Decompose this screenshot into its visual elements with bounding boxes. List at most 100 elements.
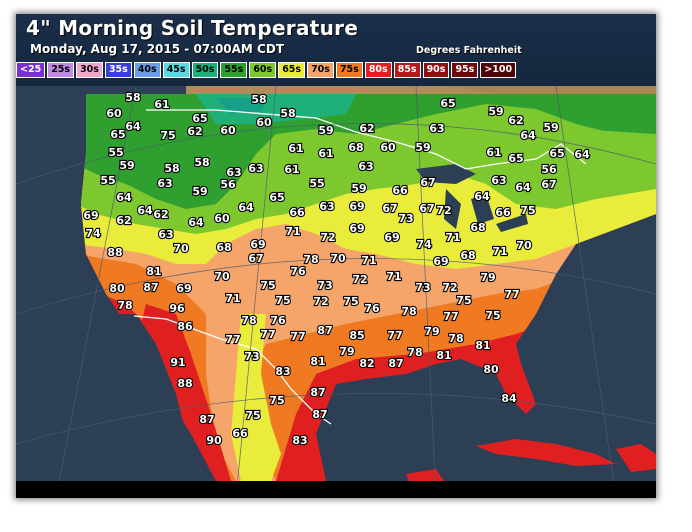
legend-swatch: 90s xyxy=(422,62,450,78)
station-temperature-value: 74 xyxy=(416,238,432,251)
map-header: 4" Morning Soil Temperature Monday, Aug … xyxy=(16,14,656,86)
border-lines xyxy=(133,109,587,425)
station-temperature-value: 59 xyxy=(351,182,366,195)
station-temperature-value: 78 xyxy=(448,332,463,345)
station-temperature-value: 69 xyxy=(384,231,399,244)
station-temperature-value: 67 xyxy=(382,202,397,215)
legend-swatch: 75s xyxy=(335,62,363,78)
station-temperature-value: 55 xyxy=(100,174,115,187)
station-temperature-value: 68 xyxy=(470,221,485,234)
station-temperature-value: 87 xyxy=(388,357,403,370)
station-temperature-value: 62 xyxy=(116,214,131,227)
station-temperature-value: 60 xyxy=(380,141,396,154)
station-temperature-value: 64 xyxy=(116,191,132,204)
station-temperature-value: 75 xyxy=(260,279,275,292)
footer-bar xyxy=(16,481,656,498)
station-temperature-value: 77 xyxy=(443,310,458,323)
station-temperature-value: 62 xyxy=(187,125,202,138)
station-temperature-value: 88 xyxy=(177,377,192,390)
legend-swatch: 95s xyxy=(451,62,479,78)
station-temperature-value: 70 xyxy=(214,270,230,283)
station-temperature-value: 77 xyxy=(504,288,519,301)
legend-swatch: 80s xyxy=(364,62,392,78)
station-temperature-value: 87 xyxy=(143,281,158,294)
station-temperature-value: 60 xyxy=(256,116,272,129)
station-temperature-value: 58 xyxy=(251,93,266,106)
station-temperature-value: 59 xyxy=(192,185,207,198)
station-temperature-value: 61 xyxy=(154,98,169,111)
station-temperature-value: 61 xyxy=(486,146,501,159)
station-temperature-value: 78 xyxy=(401,305,416,318)
station-temperature-value: 77 xyxy=(387,329,402,342)
station-temperature-value: 79 xyxy=(339,345,354,358)
legend-swatch: <25 xyxy=(16,62,46,78)
station-temperature-value: 64 xyxy=(238,201,254,214)
legend-swatch: 25s xyxy=(47,62,75,78)
station-temperature-value: 65 xyxy=(508,152,523,165)
station-temperature-value: 68 xyxy=(460,249,475,262)
legend-swatch: 55s xyxy=(220,62,248,78)
station-temperature-value: 62 xyxy=(508,114,523,127)
station-temperature-value: 75 xyxy=(456,294,471,307)
legend-swatch: 60s xyxy=(249,62,277,78)
station-temperature-value: 75 xyxy=(520,204,535,217)
legend-swatch: 40s xyxy=(133,62,161,78)
station-temperature-value: 69 xyxy=(349,222,364,235)
station-temperature-value: 77 xyxy=(290,330,305,343)
station-temperature-value: 67 xyxy=(419,202,434,215)
station-temperature-value: 90 xyxy=(206,434,222,447)
station-temperature-value: 59 xyxy=(488,105,503,118)
map-title: 4" Morning Soil Temperature xyxy=(26,16,359,40)
station-temperature-value: 77 xyxy=(225,333,240,346)
station-temperature-value: 84 xyxy=(501,392,517,405)
station-temperature-value: 60 xyxy=(214,212,230,225)
graticule-lines xyxy=(16,85,656,498)
legend-swatch: 70s xyxy=(307,62,334,78)
station-temperature-value: 65 xyxy=(549,147,564,160)
station-temperature-value: 58 xyxy=(280,107,295,120)
station-temperature-value: 65 xyxy=(192,112,207,125)
station-temperature-value: 59 xyxy=(119,159,134,172)
station-temperature-value: 75 xyxy=(269,394,284,407)
station-temperature-value: 55 xyxy=(309,177,324,190)
legend-swatch: 45s xyxy=(162,62,190,78)
station-temperature-value: 67 xyxy=(248,252,263,265)
legend-swatch: 65s xyxy=(278,62,306,78)
station-temperature-value: 55 xyxy=(108,146,123,159)
station-temperature-value: 66 xyxy=(289,206,305,219)
station-temperature-value: 72 xyxy=(313,295,328,308)
station-temperature-value: 69 xyxy=(250,238,265,251)
station-temperature-value: 67 xyxy=(541,178,556,191)
station-temperature-value: 70 xyxy=(330,252,346,265)
station-temperature-value: 69 xyxy=(433,255,448,268)
station-temperature-value: 72 xyxy=(320,231,335,244)
station-temperature-value: 71 xyxy=(445,231,460,244)
station-temperature-value: 65 xyxy=(269,191,284,204)
legend-swatch: 50s xyxy=(191,62,219,78)
station-temperature-value: 71 xyxy=(492,245,507,258)
station-temperature-value: 62 xyxy=(359,122,374,135)
station-temperature-value: 64 xyxy=(515,181,531,194)
station-temperature-value: 64 xyxy=(125,120,141,133)
station-temperature-value: 63 xyxy=(226,166,241,179)
station-temperature-value: 62 xyxy=(153,208,168,221)
station-temperature-value: 58 xyxy=(125,91,140,104)
station-temperature-value: 58 xyxy=(164,162,179,175)
station-temperature-value: 81 xyxy=(436,349,451,362)
station-temperature-value: 69 xyxy=(176,282,191,295)
color-legend: <25 25s 30s 35s 40s 45s 50s 55s 60s 65s 70s 75s 80s 8… xyxy=(16,62,517,78)
station-temperature-value: 60 xyxy=(106,107,122,120)
station-temperature-value: 59 xyxy=(318,124,333,137)
station-temperature-value: 75 xyxy=(245,409,260,422)
station-temperature-value: 63 xyxy=(491,174,506,187)
station-temperature-value: 78 xyxy=(117,299,132,312)
station-temperature-value: 70 xyxy=(516,239,532,252)
station-temperature-value: 72 xyxy=(442,281,457,294)
station-temperature-value: 69 xyxy=(83,209,98,222)
station-temperature-value: 73 xyxy=(398,212,413,225)
station-temperature-value: 79 xyxy=(424,325,439,338)
station-temperature-value: 73 xyxy=(244,350,259,363)
station-temperature-value: 83 xyxy=(275,365,290,378)
station-temperature-value: 65 xyxy=(440,97,455,110)
station-temperature-value: 75 xyxy=(275,294,290,307)
